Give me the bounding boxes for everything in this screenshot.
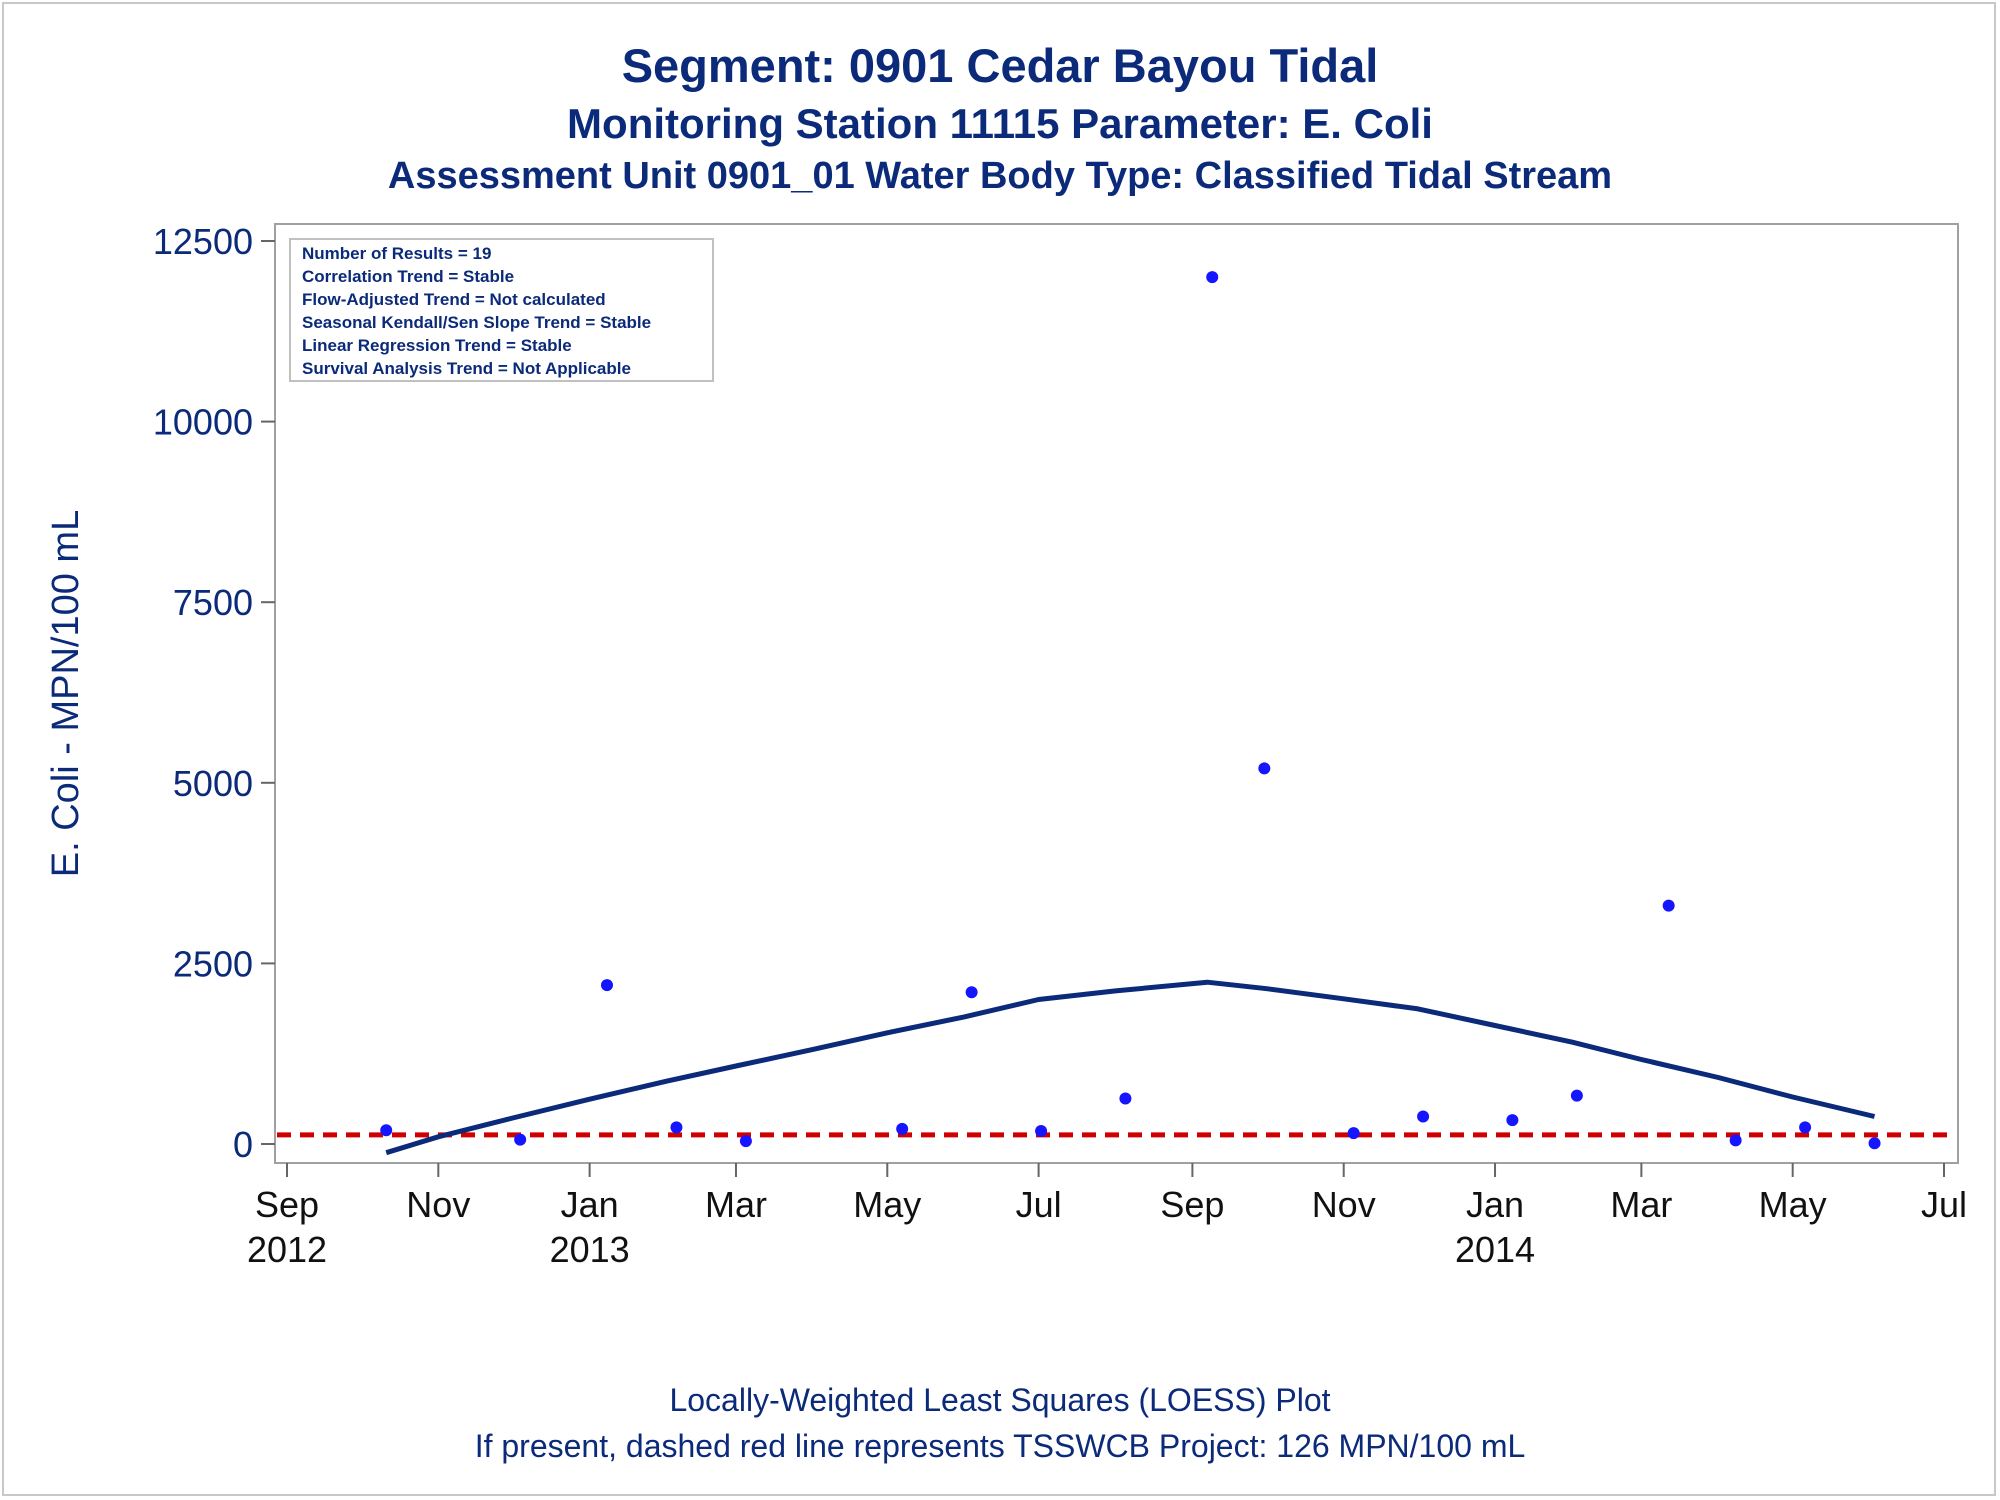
y-tick-label: 2500 (173, 943, 253, 984)
info-box-line: Linear Regression Trend = Stable (302, 336, 572, 355)
data-point (739, 1135, 752, 1148)
data-point (1347, 1127, 1360, 1140)
y-tick-label: 0 (233, 1124, 253, 1165)
data-point (514, 1133, 527, 1146)
chart-subtitle: Monitoring Station 11115 Parameter: E. C… (567, 100, 1433, 147)
y-tick-label: 10000 (153, 402, 253, 443)
data-point (600, 979, 613, 992)
data-point (1868, 1137, 1881, 1150)
loess-curve (385, 979, 1876, 1156)
info-box-line: Number of Results = 19 (302, 244, 491, 263)
x-tick-year-label: 2014 (1455, 1229, 1535, 1270)
x-tick-label: Jul (1921, 1184, 1967, 1225)
x-tick-label: Sep (255, 1184, 319, 1225)
x-tick-label: Nov (406, 1184, 470, 1225)
x-tick-label: Mar (1610, 1184, 1672, 1225)
info-box (289, 238, 714, 382)
info-box-line: Correlation Trend = Stable (302, 267, 514, 286)
data-point (670, 1121, 683, 1134)
data-point (896, 1122, 909, 1135)
data-point (965, 986, 978, 999)
x-tick-label: May (1759, 1184, 1827, 1225)
y-tick-label: 7500 (173, 582, 253, 623)
info-box-line: Seasonal Kendall/Sen Slope Trend = Stabl… (302, 313, 651, 332)
x-tick-label: Jan (1466, 1184, 1524, 1225)
chart-subtitle-2: Assessment Unit 0901_01 Water Body Type:… (387, 155, 1613, 197)
data-point (1662, 899, 1675, 912)
data-point (1206, 271, 1219, 284)
x-tick-label: Mar (705, 1184, 767, 1225)
x-tick-year-label: 2013 (550, 1229, 630, 1270)
y-tick-label: 12500 (153, 221, 253, 262)
y-axis-label: E. Coli - MPN/100 mL (45, 510, 87, 877)
data-point (1570, 1089, 1583, 1102)
x-tick-label: Sep (1160, 1184, 1224, 1225)
y-tick-label: 5000 (173, 763, 253, 804)
x-tick-label: Nov (1312, 1184, 1376, 1225)
info-box-line: Survival Analysis Trend = Not Applicable (302, 359, 631, 378)
x-tick-label: Jan (561, 1184, 619, 1225)
data-point (380, 1124, 393, 1137)
data-point (1258, 762, 1271, 775)
data-point (1729, 1134, 1742, 1147)
chart-title: Segment: 0901 Cedar Bayou Tidal (621, 39, 1379, 92)
x-tick-year-label: 2012 (247, 1229, 327, 1270)
data-point (1119, 1092, 1132, 1105)
data-point (1506, 1114, 1519, 1127)
data-point (1417, 1110, 1430, 1123)
plot-area-border (274, 223, 1959, 1164)
x-tick-label: Jul (1016, 1184, 1062, 1225)
data-point (1035, 1124, 1048, 1137)
footer-note: Locally-Weighted Least Squares (LOESS) P… (669, 1382, 1331, 1418)
info-box-line: Flow-Adjusted Trend = Not calculated (302, 290, 606, 309)
x-tick-label: May (853, 1184, 921, 1225)
data-point (1799, 1121, 1812, 1134)
footer-reference-note: If present, dashed red line represents T… (474, 1428, 1526, 1464)
